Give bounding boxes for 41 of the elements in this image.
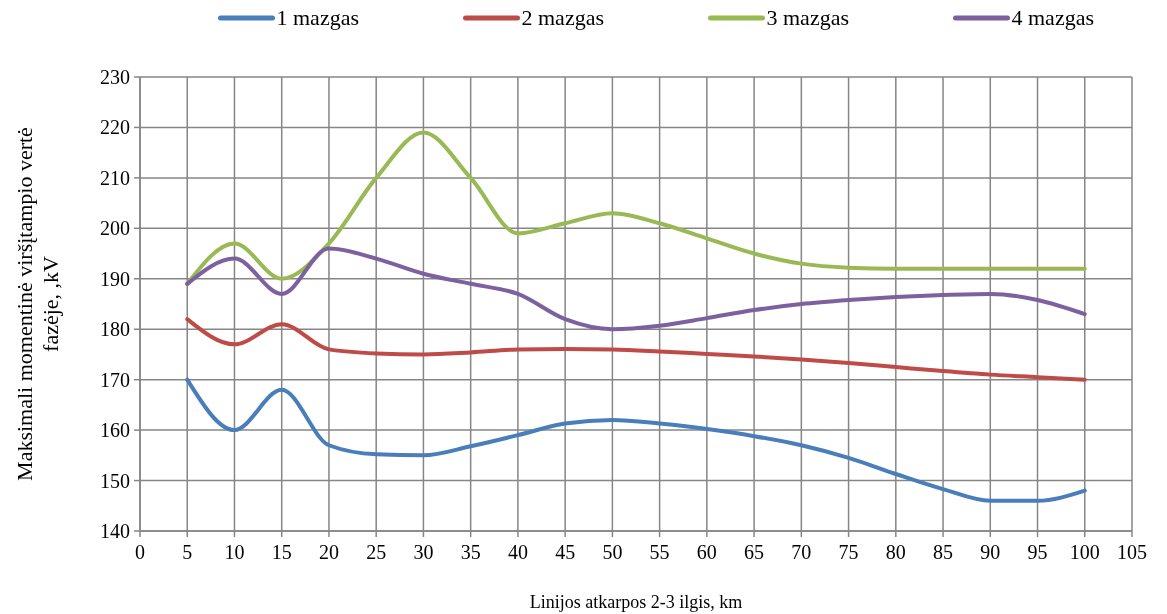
- x-tick-label: 80: [885, 541, 906, 563]
- legend-label: 3 mazgas: [766, 5, 849, 30]
- line-series: [185, 246, 1087, 332]
- y-axis-title: Maksimali momentinė viršįtampio vertė fazėje, ,kV: [12, 127, 63, 481]
- x-tick-label: 10: [224, 541, 245, 563]
- y-tick-label: 140: [100, 520, 130, 542]
- y-tick-label: 180: [100, 318, 130, 341]
- y-tick-label: 220: [100, 116, 130, 139]
- x-tick-label: 50: [602, 541, 623, 563]
- y-tick-label: 170: [100, 368, 130, 391]
- x-tick-label: 75: [838, 541, 859, 563]
- y-tick-label: 200: [100, 217, 130, 240]
- x-tick-label: 40: [507, 541, 528, 563]
- x-tick-label: 90: [980, 541, 1001, 563]
- line-series: [185, 317, 1087, 382]
- legend-label: 2 mazgas: [521, 5, 604, 30]
- x-tick-label: 35: [460, 541, 481, 563]
- x-tick-label: 15: [271, 541, 292, 563]
- x-tick-label: 45: [555, 541, 576, 563]
- x-tick-label: 55: [649, 541, 670, 563]
- x-tick-label: 65: [744, 541, 765, 563]
- x-tick-label: 105: [1117, 541, 1147, 563]
- x-tick-label: 95: [1027, 541, 1048, 563]
- y-tick-label: 190: [100, 267, 130, 290]
- legend-label: 4 mazgas: [1011, 5, 1094, 30]
- line-series: [185, 377, 1087, 503]
- y-tick-label: 150: [100, 469, 130, 492]
- x-tick-label: 85: [933, 541, 954, 563]
- x-tick-label: 5: [182, 541, 193, 563]
- x-tick-label: 30: [413, 541, 434, 563]
- y-tick-label: 210: [100, 166, 130, 189]
- x-tick-label: 25: [366, 541, 387, 563]
- x-tick-label: 70: [791, 541, 812, 563]
- x-tick-label: 60: [696, 541, 717, 563]
- x-tick-label: 0: [135, 541, 145, 563]
- x-tick-label: 20: [318, 541, 339, 563]
- legend-label: 1 mazgas: [276, 5, 359, 30]
- y-tick-label: 160: [100, 419, 130, 442]
- x-axis-title: Linijos atkarpos 2-3 ilgis, km: [529, 592, 743, 612]
- x-tick-label: 100: [1069, 541, 1100, 563]
- y-tick-label: 230: [100, 66, 130, 88]
